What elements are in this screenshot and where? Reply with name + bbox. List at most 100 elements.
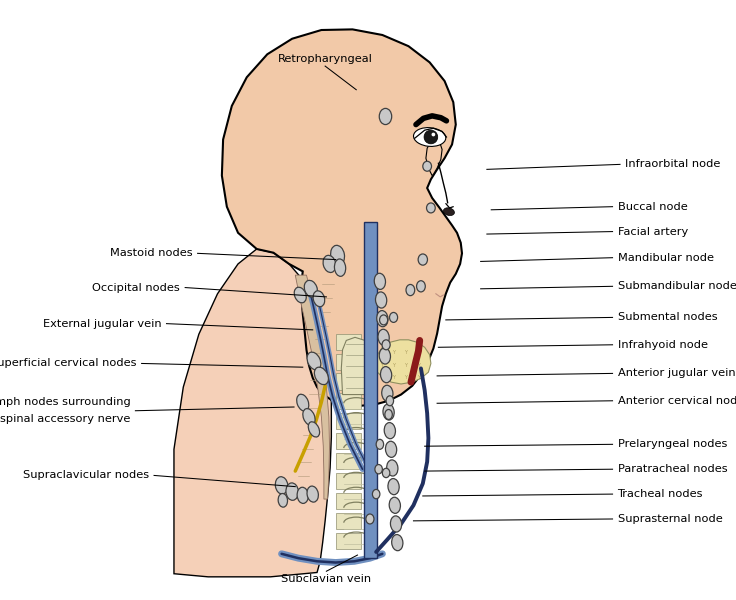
Polygon shape <box>426 139 442 176</box>
Ellipse shape <box>389 313 397 322</box>
Ellipse shape <box>386 396 394 406</box>
Text: External jugular vein: External jugular vein <box>43 319 161 329</box>
Polygon shape <box>336 533 361 549</box>
Ellipse shape <box>334 259 346 277</box>
Text: Submandibular nodes: Submandibular nodes <box>618 281 736 292</box>
Ellipse shape <box>323 256 336 272</box>
Text: Y: Y <box>392 350 395 355</box>
Ellipse shape <box>378 329 389 346</box>
Ellipse shape <box>383 468 390 478</box>
Text: Prelaryngeal nodes: Prelaryngeal nodes <box>618 439 727 449</box>
Ellipse shape <box>314 367 328 385</box>
Text: Y: Y <box>392 363 395 368</box>
Polygon shape <box>336 453 361 469</box>
Text: Y: Y <box>380 350 383 355</box>
Text: Suprasternal node: Suprasternal node <box>618 514 722 524</box>
Ellipse shape <box>304 280 317 297</box>
Polygon shape <box>336 394 361 409</box>
Polygon shape <box>336 493 361 509</box>
Text: Retropharyngeal: Retropharyngeal <box>277 53 372 64</box>
Ellipse shape <box>307 486 319 502</box>
Ellipse shape <box>386 460 398 476</box>
Ellipse shape <box>392 535 403 551</box>
Polygon shape <box>222 29 462 406</box>
Ellipse shape <box>431 133 435 136</box>
Text: Mandibular node: Mandibular node <box>618 253 713 263</box>
Ellipse shape <box>422 161 431 171</box>
Text: Infrahyoid node: Infrahyoid node <box>618 340 707 350</box>
Polygon shape <box>336 353 361 370</box>
Polygon shape <box>336 334 361 350</box>
Ellipse shape <box>375 292 386 308</box>
Ellipse shape <box>297 394 309 411</box>
Ellipse shape <box>313 291 325 307</box>
Polygon shape <box>336 413 361 430</box>
Ellipse shape <box>388 479 399 495</box>
Text: Y: Y <box>405 363 408 368</box>
Ellipse shape <box>294 287 306 303</box>
Ellipse shape <box>379 348 391 364</box>
Text: Facial artery: Facial artery <box>618 227 687 236</box>
Ellipse shape <box>375 464 383 474</box>
Polygon shape <box>336 373 361 389</box>
Text: Subclavian vein: Subclavian vein <box>281 574 372 584</box>
Text: Y: Y <box>405 375 408 380</box>
Text: Submental nodes: Submental nodes <box>618 313 717 322</box>
Text: Occipital nodes: Occipital nodes <box>93 283 180 293</box>
Text: Anterior cervical node: Anterior cervical node <box>618 396 736 406</box>
Polygon shape <box>336 513 361 529</box>
Text: Y: Y <box>417 375 420 380</box>
Text: Y: Y <box>392 375 395 380</box>
Ellipse shape <box>383 404 394 420</box>
Text: Y: Y <box>380 363 383 368</box>
Ellipse shape <box>381 367 392 383</box>
Ellipse shape <box>308 422 319 437</box>
Ellipse shape <box>372 490 380 499</box>
Ellipse shape <box>427 203 435 213</box>
Ellipse shape <box>278 493 288 507</box>
Ellipse shape <box>286 483 298 500</box>
Text: Mastoid nodes: Mastoid nodes <box>110 248 193 259</box>
Ellipse shape <box>297 487 308 503</box>
Ellipse shape <box>390 516 402 532</box>
Ellipse shape <box>302 409 315 425</box>
Ellipse shape <box>384 422 395 439</box>
Ellipse shape <box>385 409 392 419</box>
Ellipse shape <box>307 352 321 370</box>
Ellipse shape <box>406 284 414 296</box>
Ellipse shape <box>380 315 388 325</box>
Text: Y: Y <box>417 363 420 368</box>
Ellipse shape <box>376 439 383 449</box>
Ellipse shape <box>377 311 388 327</box>
Text: Y: Y <box>405 350 408 355</box>
Polygon shape <box>342 337 371 395</box>
Ellipse shape <box>443 208 454 215</box>
Text: Y: Y <box>380 375 383 380</box>
Text: Y: Y <box>417 350 420 355</box>
Ellipse shape <box>424 130 438 144</box>
Ellipse shape <box>386 441 397 457</box>
Ellipse shape <box>414 128 446 146</box>
Ellipse shape <box>330 245 344 265</box>
Text: spinal accessory nerve: spinal accessory nerve <box>0 415 130 424</box>
Bar <box>364 222 378 558</box>
Polygon shape <box>295 275 330 499</box>
Polygon shape <box>375 340 431 384</box>
Text: Lymph nodes surrounding: Lymph nodes surrounding <box>0 397 130 407</box>
Polygon shape <box>336 473 361 489</box>
Ellipse shape <box>389 497 400 514</box>
Text: Tracheal nodes: Tracheal nodes <box>618 489 703 499</box>
Text: Anterior jugular vein: Anterior jugular vein <box>618 368 735 379</box>
Ellipse shape <box>382 340 390 350</box>
Ellipse shape <box>379 109 392 125</box>
Ellipse shape <box>366 514 374 524</box>
Text: Infraorbital node: Infraorbital node <box>625 160 721 169</box>
Ellipse shape <box>275 477 288 494</box>
Ellipse shape <box>418 254 428 265</box>
Text: Paratracheal nodes: Paratracheal nodes <box>618 464 727 474</box>
Text: Supraclavicular nodes: Supraclavicular nodes <box>23 470 149 481</box>
Polygon shape <box>336 433 361 449</box>
Polygon shape <box>174 249 331 577</box>
Ellipse shape <box>417 281 425 292</box>
Ellipse shape <box>382 385 393 401</box>
